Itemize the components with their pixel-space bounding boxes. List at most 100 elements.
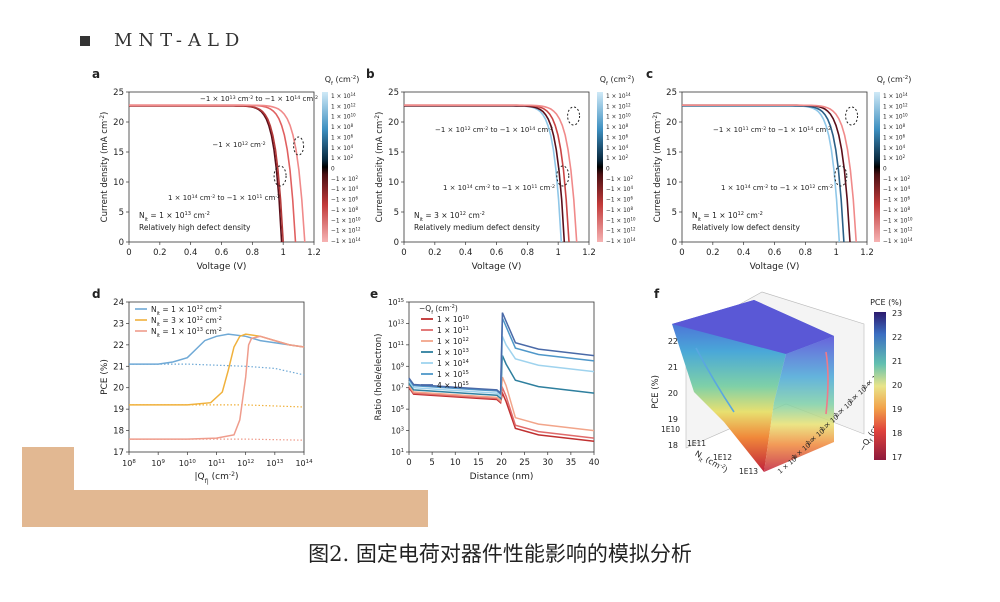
x-tick-label: 0.6 — [490, 248, 504, 258]
x-tick-label: 1E13 — [739, 467, 758, 476]
x-tick-label: 1011 — [208, 459, 225, 468]
y-axis-label: Current density (mA cm-2) — [653, 112, 663, 223]
z-axis-label: PCE (%) — [651, 375, 661, 409]
colorbar-tick-label: 1 × 104 — [331, 143, 354, 152]
legend-label: 1 × 1012 — [437, 337, 469, 346]
colorbar-tick-label: −1 × 1010 — [606, 216, 636, 225]
y-tick-label: 15 — [388, 148, 399, 158]
ratio-curve — [408, 336, 595, 398]
ratio-curve — [408, 355, 595, 400]
colorbar-tick-label: −1 × 104 — [331, 185, 358, 194]
annotation-label: −1 × 1012 cm-2 to −1 × 1014 cm-2 — [435, 126, 553, 135]
pce-dotted-curve — [129, 404, 305, 408]
z-tick-label: 21 — [668, 363, 678, 372]
defect-density-note: Relatively high defect density — [139, 223, 251, 232]
y-tick-label: 20 — [113, 384, 124, 394]
annotation-label: −1 × 1012 cm-2 — [212, 141, 265, 150]
annotation-label: 1 × 1014 cm-2 to −1 × 1012 cm-2 — [721, 184, 833, 193]
colorbar-tick-label: 0 — [331, 167, 335, 173]
dashed-ellipse — [273, 165, 287, 187]
z-tick-label: 18 — [668, 441, 678, 450]
y-tick-label: 24 — [113, 298, 124, 308]
colorbar-tick-label: −1 × 106 — [606, 195, 633, 204]
legend-label: 1 × 1014 — [437, 359, 469, 368]
colorbar-tick-label: 1 × 1010 — [883, 112, 908, 121]
legend-label: 1 × 1011 — [437, 326, 469, 335]
colorbar-tick-label: 1 × 102 — [606, 154, 629, 163]
colorbar-tick-label: −1 × 1014 — [883, 237, 913, 246]
y-tick-label: 25 — [388, 88, 399, 98]
y-axis-label: PCE (%) — [100, 359, 110, 395]
colorbar-tick-label: −1 × 106 — [331, 195, 358, 204]
x-tick-label: 1010 — [179, 459, 197, 468]
x-tick-label: 15 — [473, 458, 484, 468]
y-tick-label: 105 — [391, 405, 404, 414]
y-tick-label: 101 — [391, 448, 404, 457]
x-tick-label: 1.2 — [582, 248, 596, 258]
legend-label: Nit = 1 × 1012 cm-2 — [151, 305, 222, 317]
jv-curve — [129, 104, 306, 243]
pce-dotted-curve — [129, 363, 305, 376]
y-tick-label: 5 — [394, 208, 399, 218]
ratio-curve — [408, 387, 595, 443]
panel-letter: c — [646, 67, 653, 81]
pce-curve — [129, 333, 305, 365]
y-tick-label: 18 — [113, 427, 124, 437]
square-bullet-icon — [80, 35, 90, 46]
x-tick-label: 0.8 — [246, 248, 260, 258]
x-tick-label: 0.4 — [459, 248, 473, 258]
colorbar-tick-label: 1 × 108 — [883, 123, 906, 132]
colorbar-title: PCE (%) — [870, 298, 902, 307]
x-tick-label: 1 — [833, 248, 838, 258]
colorbar-tick-label: −1 × 102 — [606, 174, 633, 183]
x-tick-label: 0.6 — [768, 248, 782, 258]
x-tick-label: 0.2 — [428, 248, 442, 258]
x-tick-label: 1013 — [266, 459, 284, 468]
jv-curve — [682, 104, 857, 243]
panel-letter: e — [370, 287, 378, 301]
y-tick-label: 109 — [391, 362, 404, 371]
colorbar-title: Qf (cm-2) — [600, 75, 635, 87]
colorbar-title: Qf (cm-2) — [325, 75, 360, 87]
colorbar-tick-label: −1 × 104 — [606, 185, 633, 194]
x-tick-label: 0.8 — [521, 248, 535, 258]
colorbar-tick-label: −1 × 1014 — [331, 237, 361, 246]
y-tick-label: 20 — [666, 118, 677, 128]
y-tick-label: 5 — [119, 208, 124, 218]
legend-label: 1 × 1010 — [437, 315, 469, 324]
colorbar-tick-label: 1 × 106 — [883, 133, 906, 142]
x-tick-label: 0 — [401, 248, 406, 258]
annotation-label: 1 × 1014 cm-2 to −1 × 1011 cm-2 — [443, 184, 555, 193]
dashed-ellipse — [567, 106, 581, 126]
colorbar-tick-label: 1 × 102 — [331, 154, 354, 163]
colorbar-title: Qf (cm-2) — [877, 75, 912, 87]
colorbar-tick-label: 1 × 102 — [883, 154, 906, 163]
jv-curve — [129, 105, 284, 243]
x-axis-label: Distance (nm) — [470, 472, 534, 482]
y-tick-label: 0 — [394, 238, 399, 248]
colorbar-tick-label: −1 × 1012 — [606, 226, 636, 235]
legend-title: −Qf (cm-2) — [419, 304, 458, 316]
figure: a 0 0.2 0.4 0.6 0.8 1 1.2 0 5 10 15 20 25 Voltage (V) C… — [74, 62, 926, 490]
y-tick-label: 0 — [672, 238, 677, 248]
ratio-curve — [408, 376, 595, 432]
ratio-curve — [408, 312, 595, 395]
y-tick-label: 15 — [113, 148, 124, 158]
jv-curve — [129, 105, 283, 243]
pce-dotted-curve — [129, 438, 305, 441]
colorbar-tick-label: 1 × 1012 — [331, 102, 356, 111]
x-tick-label: 1.2 — [860, 248, 874, 258]
colorbar-tick-label: 1 × 108 — [331, 123, 354, 132]
dashed-ellipse — [556, 165, 570, 187]
x-tick-label: 20 — [496, 458, 507, 468]
x-axis-label: |Qf| (cm-2) — [194, 471, 238, 485]
x-tick-label: 0.8 — [799, 248, 813, 258]
colorbar-tick-label: 1 × 106 — [331, 133, 354, 142]
annotation-label: −1 × 1013 cm-2 to −1 × 1014 cm-2 — [200, 95, 318, 104]
y-tick-label: 21 — [113, 362, 124, 372]
colorbar-tick-label: −1 × 1010 — [331, 216, 361, 225]
x-tick-label: 0.2 — [706, 248, 720, 258]
trend-arrow-right — [825, 351, 829, 415]
pce-curve — [129, 333, 305, 406]
colorbar-tick-label: 1 × 1012 — [606, 102, 631, 111]
